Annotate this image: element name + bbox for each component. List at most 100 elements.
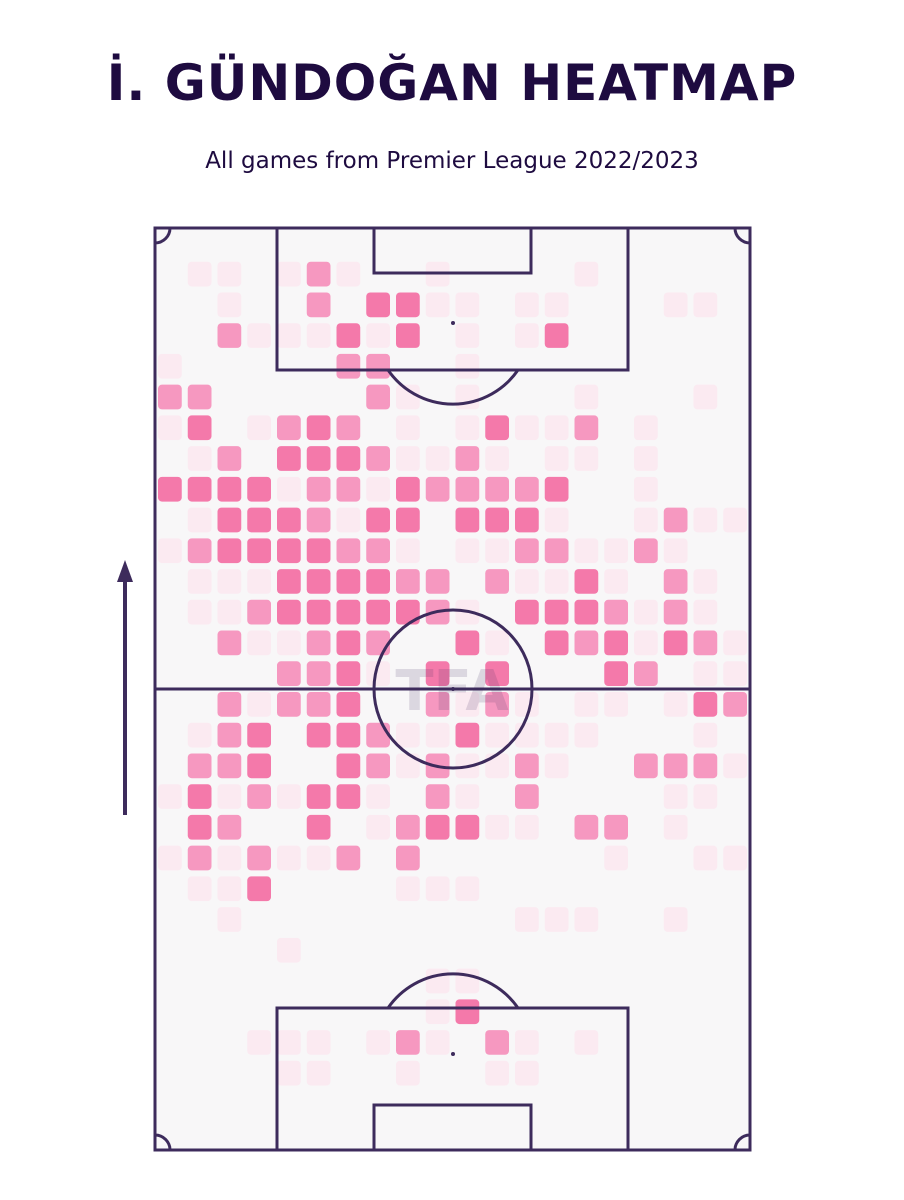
heat-cell	[574, 599, 599, 625]
heat-cell	[634, 753, 658, 779]
heat-cell	[396, 538, 420, 564]
heat-cell	[485, 1030, 509, 1055]
heat-cell	[693, 569, 718, 594]
heat-cell	[277, 876, 301, 902]
heat-cell	[277, 814, 301, 840]
heat-cell	[336, 538, 361, 564]
heat-cell	[723, 231, 747, 256]
heat-cell	[604, 999, 628, 1025]
heat-cell	[425, 630, 450, 656]
heat-cell	[574, 784, 599, 809]
heat-cell	[723, 261, 747, 287]
heat-cell	[544, 876, 569, 902]
heat-cell	[574, 814, 599, 840]
heat-cell	[158, 1030, 182, 1055]
penalty-arc	[386, 972, 520, 1009]
heat-cell	[217, 415, 242, 441]
heat-cell	[634, 1060, 658, 1086]
heat-cell	[158, 692, 182, 717]
heat-cell	[515, 999, 539, 1025]
penalty-arc	[386, 369, 520, 406]
heat-cell	[723, 814, 747, 840]
heat-cell	[217, 692, 242, 717]
heat-cell	[515, 876, 539, 902]
heat-cell	[336, 999, 361, 1025]
heat-cell	[663, 814, 688, 840]
heat-cell	[574, 1091, 599, 1117]
heat-cell	[187, 937, 212, 963]
heat-cell	[306, 353, 331, 379]
heat-cell	[485, 231, 509, 256]
heat-cell	[247, 999, 271, 1025]
heat-cell	[574, 1122, 599, 1147]
heat-cell	[247, 968, 271, 994]
heat-cell	[574, 937, 599, 963]
heat-cell	[455, 1122, 480, 1147]
heat-cell	[693, 692, 718, 717]
heat-cell	[693, 937, 718, 963]
heat-cell	[158, 1091, 182, 1117]
heat-cell	[217, 507, 242, 533]
heat-cell	[217, 292, 242, 318]
heat-cell	[306, 323, 331, 348]
heat-cell	[217, 661, 242, 686]
heat-cell	[336, 261, 361, 287]
heat-cell	[336, 661, 361, 686]
heat-cell	[277, 1030, 301, 1055]
heat-cell	[604, 968, 628, 994]
heat-cell	[604, 692, 628, 717]
heat-cell	[693, 599, 718, 625]
heat-cell	[574, 1060, 599, 1086]
heat-cell	[158, 476, 182, 502]
heat-cell	[306, 599, 331, 625]
heat-cell	[396, 569, 420, 594]
heat-cell	[485, 353, 509, 379]
heat-cell	[396, 630, 420, 656]
six-yard-box	[372, 1103, 533, 1152]
heat-cell	[187, 692, 212, 717]
heat-cell	[485, 814, 509, 840]
heat-cell	[604, 384, 628, 410]
heat-cell	[574, 661, 599, 686]
heat-cell	[217, 476, 242, 502]
heat-cell	[634, 661, 658, 686]
heat-cell	[247, 661, 271, 686]
heat-cell	[306, 814, 331, 840]
heat-cell	[277, 231, 301, 256]
heat-cell	[723, 384, 747, 410]
heat-cell	[366, 968, 390, 994]
heat-cell	[544, 538, 569, 564]
heat-cell	[663, 1060, 688, 1086]
heat-cell	[455, 722, 480, 748]
heat-cell	[306, 384, 331, 410]
heat-cell	[425, 231, 450, 256]
heat-cell	[277, 446, 301, 471]
heat-cell	[217, 599, 242, 625]
heat-cell	[723, 845, 747, 871]
heat-cell	[306, 1030, 331, 1055]
heat-cell	[604, 476, 628, 502]
heat-cell	[663, 292, 688, 318]
heat-cell	[396, 415, 420, 441]
heat-cell	[723, 999, 747, 1025]
heat-cell	[693, 353, 718, 379]
heat-cell	[574, 507, 599, 533]
heat-cell	[158, 353, 182, 379]
heat-cell	[366, 753, 390, 779]
heat-cell	[187, 753, 212, 779]
heat-cell	[366, 999, 390, 1025]
heat-cell	[217, 753, 242, 779]
heat-cell	[723, 476, 747, 502]
heat-cell	[515, 907, 539, 932]
heat-cell	[187, 538, 212, 564]
heat-cell	[396, 1060, 420, 1086]
heat-cell	[634, 292, 658, 318]
heat-cell	[217, 814, 242, 840]
heat-cell	[187, 231, 212, 256]
heat-cell	[187, 323, 212, 348]
heat-cell	[663, 968, 688, 994]
heat-cell	[247, 722, 271, 748]
heat-cell	[485, 1060, 509, 1086]
heat-cell	[336, 1060, 361, 1086]
heat-cell	[455, 507, 480, 533]
